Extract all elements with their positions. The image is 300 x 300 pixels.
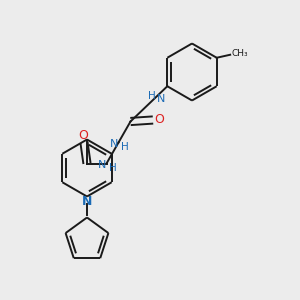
Text: N: N <box>98 160 106 170</box>
Text: CH₃: CH₃ <box>232 49 248 58</box>
Text: H: H <box>109 163 117 173</box>
Text: O: O <box>155 113 164 126</box>
Text: H: H <box>148 92 156 101</box>
Text: O: O <box>79 129 88 142</box>
Text: N: N <box>110 139 118 149</box>
Text: N: N <box>82 195 92 208</box>
Text: N: N <box>157 94 165 104</box>
Text: H: H <box>121 142 129 152</box>
